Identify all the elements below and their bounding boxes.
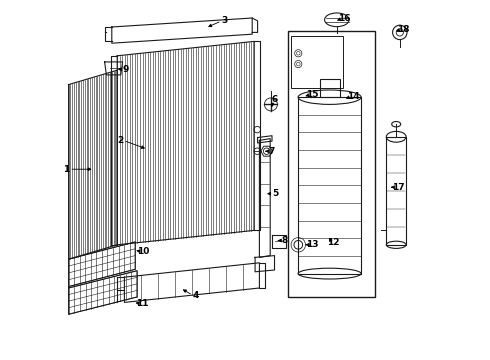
- Text: 16: 16: [338, 14, 351, 23]
- Text: 4: 4: [193, 291, 199, 300]
- Text: 8: 8: [281, 236, 287, 245]
- Bar: [288, 31, 374, 297]
- Bar: [319, 79, 340, 97]
- Text: 2: 2: [117, 136, 123, 145]
- Text: 6: 6: [271, 95, 278, 104]
- Text: 10: 10: [137, 247, 149, 256]
- Text: 17: 17: [392, 183, 404, 192]
- Text: 9: 9: [122, 65, 129, 74]
- Text: 5: 5: [272, 189, 278, 198]
- Text: 13: 13: [306, 240, 318, 249]
- Text: 11: 11: [137, 299, 149, 308]
- Text: 1: 1: [63, 165, 70, 174]
- Bar: [298, 97, 361, 274]
- Text: 12: 12: [327, 238, 340, 247]
- Bar: [291, 36, 343, 88]
- Text: 15: 15: [306, 90, 319, 99]
- Text: 7: 7: [269, 147, 275, 156]
- Text: 18: 18: [397, 25, 410, 34]
- Text: 3: 3: [221, 16, 227, 25]
- Text: 14: 14: [347, 91, 360, 100]
